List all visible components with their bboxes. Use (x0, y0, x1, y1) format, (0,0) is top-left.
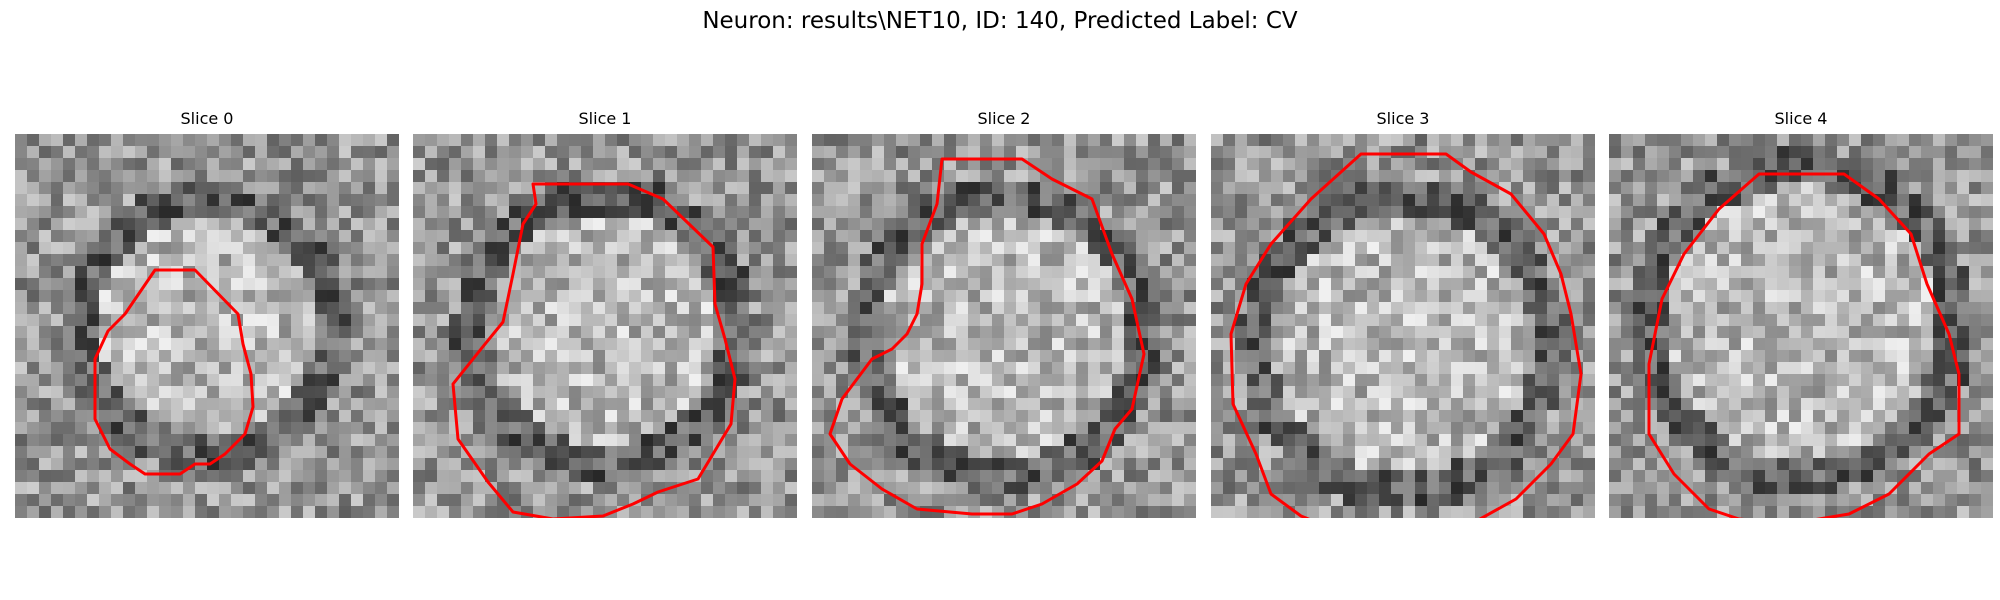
slice-image (413, 134, 797, 518)
segmentation-contour (93, 268, 255, 476)
slice-image (15, 134, 399, 518)
slice-title: Slice 1 (578, 109, 632, 128)
slice-image (1609, 134, 1993, 518)
slice-panel-3: Slice 3 (1211, 108, 1595, 518)
segmentation-contour (451, 182, 737, 518)
slice-panel-1: Slice 1 (413, 108, 797, 518)
figure-title: Neuron: results\NET10, ID: 140, Predicte… (702, 8, 1298, 34)
slice-title: Slice 2 (977, 109, 1031, 128)
segmentation-contour (1229, 152, 1583, 518)
slice-panel-4: Slice 4 (1609, 108, 1993, 518)
slice-image (812, 134, 1196, 518)
slice-title: Slice 4 (1774, 109, 1828, 128)
slice-title: Slice 3 (1376, 109, 1430, 128)
slice-panel-0: Slice 0 (15, 108, 399, 518)
slice-title: Slice 0 (180, 109, 234, 128)
slice-panel-2: Slice 2 (812, 108, 1196, 518)
segmentation-contour (1647, 172, 1961, 518)
slice-image (1211, 134, 1595, 518)
segmentation-contour (828, 157, 1146, 516)
